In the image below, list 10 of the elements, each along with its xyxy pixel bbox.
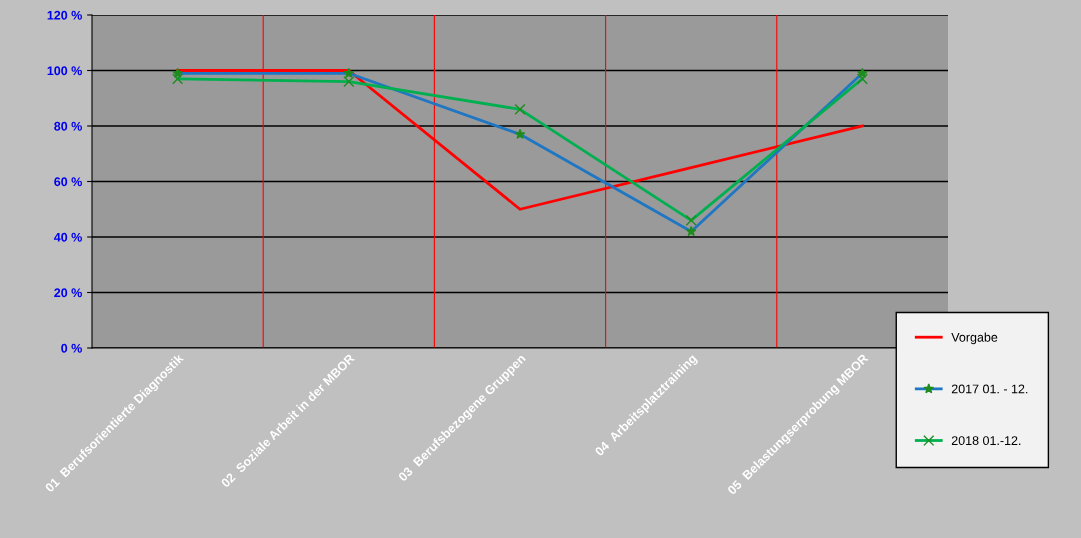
legend-label: Vorgabe: [951, 332, 998, 345]
y-tick-label: 60 %: [54, 177, 82, 187]
y-tick-label: 40 %: [53, 232, 82, 242]
y-tick-label: 0 %: [61, 343, 82, 353]
y-tick-label: 20 %: [54, 288, 82, 298]
y-tick-label: 80 %: [54, 121, 82, 131]
y-tick-label: 120 %: [47, 10, 82, 20]
legend-label: 2017 01. - 12.: [951, 384, 1028, 394]
legend-label: 2018 01.-12.: [951, 436, 1021, 446]
y-tick-label: 100 %: [47, 66, 82, 76]
